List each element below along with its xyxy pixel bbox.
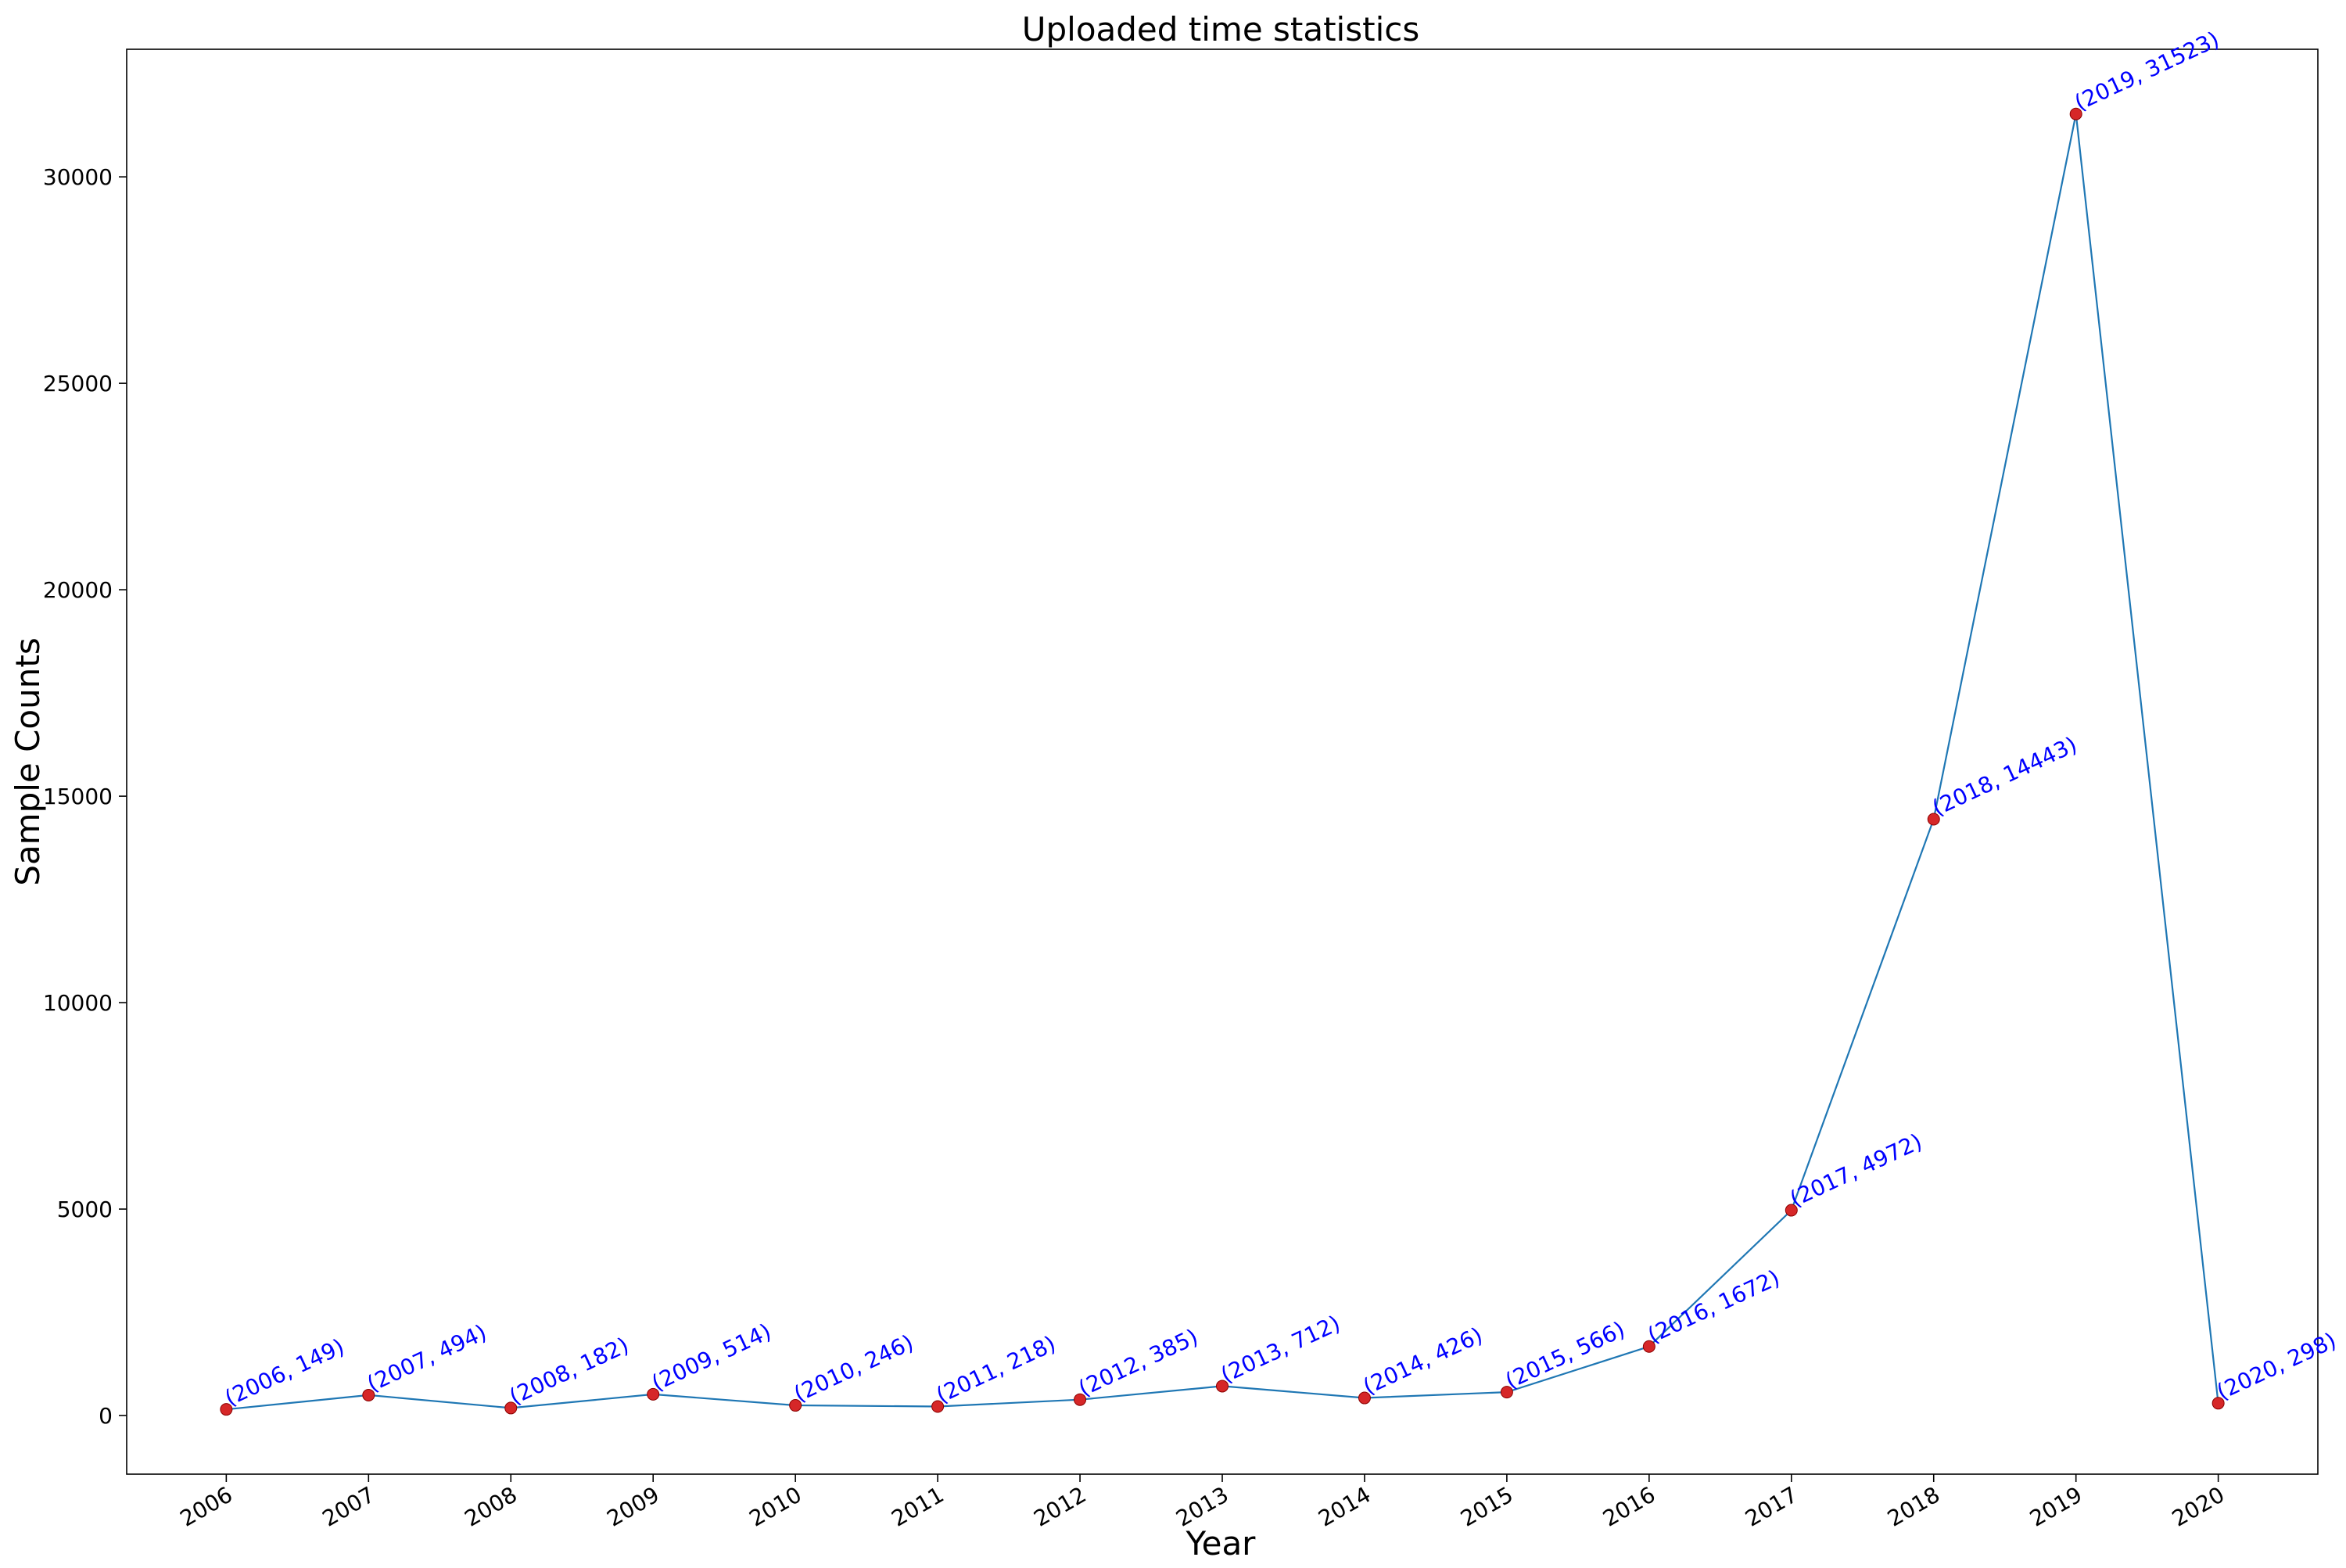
data-point-label: (2018, 14443) <box>1928 731 2081 820</box>
chart-title: Uploaded time statistics <box>1022 10 1419 48</box>
y-axis-title: Sample Counts <box>9 637 47 885</box>
x-axis-title: Year <box>1186 1524 1257 1563</box>
series-line <box>226 113 2219 1411</box>
data-point <box>220 1403 233 1416</box>
data-point <box>647 1387 660 1401</box>
data-point-label: (2010, 246) <box>790 1329 917 1407</box>
x-tick-label: 2006 <box>176 1481 237 1531</box>
x-tick-label: 2016 <box>1598 1481 1659 1531</box>
y-tick-label: 25000 <box>43 371 113 396</box>
data-point-label: (2020, 298) <box>2213 1327 2341 1405</box>
data-point-label: (2007, 494) <box>363 1319 490 1397</box>
x-tick-label: 2010 <box>744 1481 805 1531</box>
data-point <box>2211 1397 2225 1410</box>
data-point <box>1216 1380 1229 1393</box>
data-point <box>789 1399 802 1412</box>
data-point-label: (2009, 514) <box>647 1319 775 1396</box>
x-tick-label: 2011 <box>887 1481 948 1531</box>
data-point <box>931 1400 945 1413</box>
x-tick-label: 2015 <box>1456 1481 1517 1531</box>
plot-area: 0 5000 10000 15000 20000 25000 30000 2006 2007 20… <box>43 27 2341 1532</box>
data-point <box>1500 1386 1513 1399</box>
plot-frame <box>126 48 2319 1475</box>
data-point <box>1785 1204 1798 1217</box>
y-tick-label: 0 <box>99 1403 113 1429</box>
y-tick-label: 5000 <box>57 1197 113 1222</box>
data-point-label: (2019, 31523) <box>2071 27 2223 116</box>
y-tick-label: 10000 <box>43 990 113 1016</box>
x-tick-label: 2009 <box>602 1481 663 1531</box>
data-point <box>1074 1393 1087 1406</box>
data-point-label: (2014, 426) <box>1359 1322 1487 1400</box>
y-tick-label: 20000 <box>43 577 113 603</box>
x-tick-label: 2020 <box>2168 1481 2229 1531</box>
y-tick-label: 15000 <box>43 784 113 809</box>
x-tick-label: 2018 <box>1883 1481 1944 1531</box>
data-point <box>362 1388 375 1401</box>
x-tick-label: 2012 <box>1029 1481 1090 1531</box>
data-point-label: (2016, 1672) <box>1644 1265 1784 1348</box>
data-point <box>1358 1391 1371 1405</box>
x-tick-label: 2008 <box>461 1481 522 1531</box>
data-point-label: (2015, 566) <box>1501 1316 1629 1394</box>
x-tick-label: 2007 <box>318 1481 379 1531</box>
x-tick-label: 2019 <box>2025 1481 2086 1531</box>
data-point <box>504 1401 518 1415</box>
data-point-label: (2017, 4972) <box>1786 1128 1926 1212</box>
data-point <box>1927 813 1940 826</box>
data-point-label: (2011, 218) <box>932 1330 1060 1408</box>
x-tick-label: 2014 <box>1314 1481 1375 1531</box>
data-point <box>2069 107 2082 120</box>
y-tick-label: 30000 <box>43 164 113 190</box>
x-tick-label: 2017 <box>1741 1481 1802 1531</box>
data-point-label: (2013, 712) <box>1217 1310 1344 1387</box>
data-point <box>1642 1340 1655 1353</box>
